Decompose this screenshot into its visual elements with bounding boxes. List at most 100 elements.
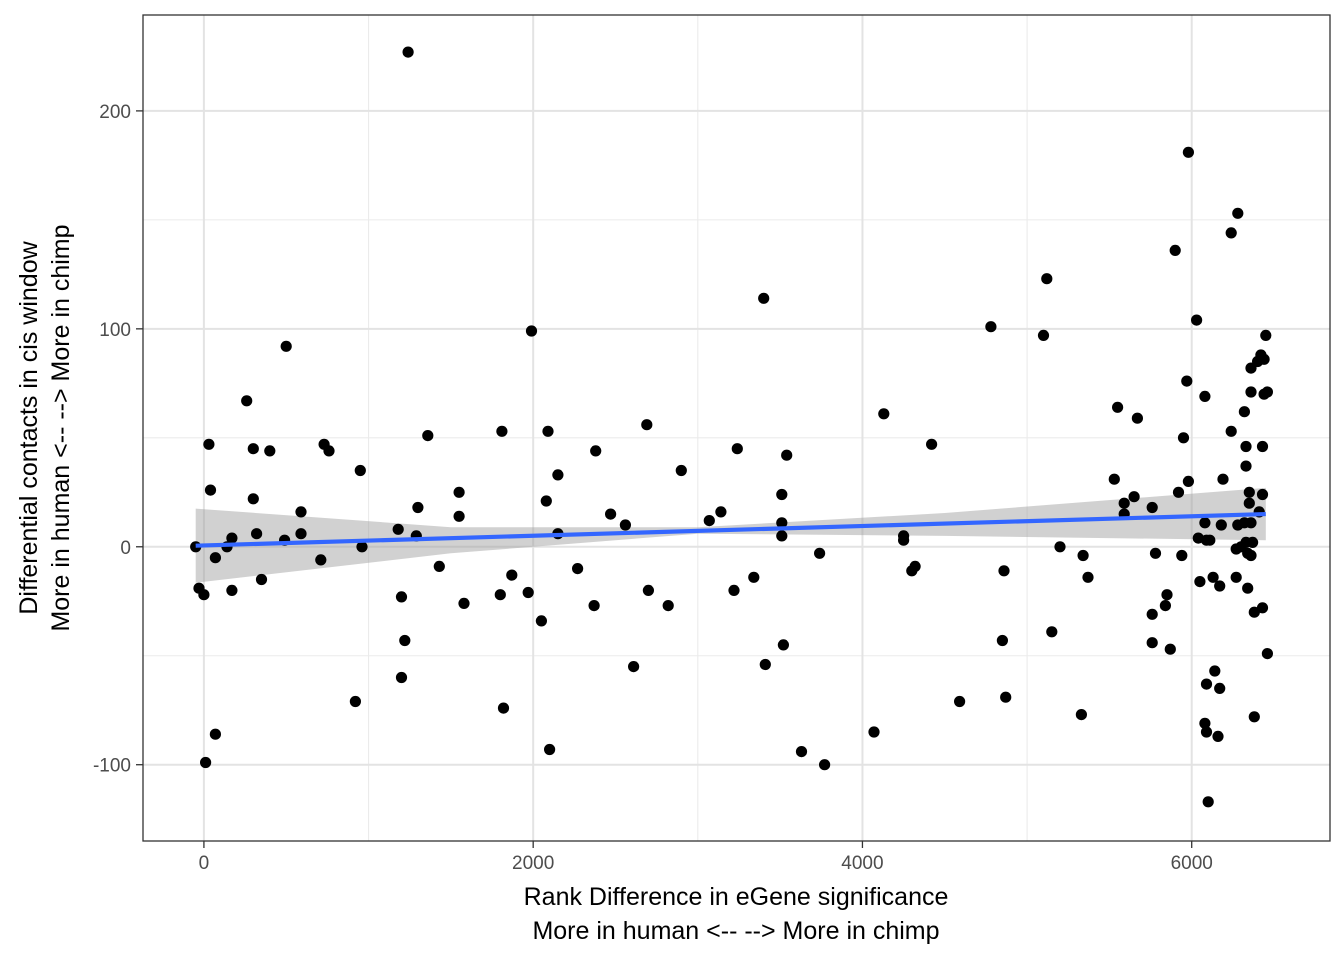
- data-point: [776, 517, 788, 529]
- plot-background: [143, 15, 1330, 841]
- data-point: [1215, 519, 1227, 531]
- y-tick-label: 200: [99, 102, 131, 123]
- y-tick-label: 100: [99, 320, 131, 341]
- data-point: [728, 584, 740, 597]
- data-point: [1214, 580, 1226, 592]
- data-point: [349, 695, 361, 708]
- data-point: [395, 671, 408, 684]
- data-point: [422, 430, 434, 442]
- data-point: [506, 569, 518, 581]
- data-point: [985, 321, 997, 333]
- data-point: [819, 759, 831, 771]
- data-point: [1199, 517, 1211, 529]
- data-point: [1240, 440, 1252, 453]
- data-point: [412, 501, 424, 514]
- data-point: [1077, 549, 1089, 562]
- data-point: [497, 702, 510, 714]
- trend-line-layer: [195, 511, 1266, 548]
- data-point: [906, 565, 918, 577]
- data-point: [1161, 589, 1173, 601]
- data-point: [525, 325, 538, 337]
- y-axis-tick-labels: -100 0 100 200: [93, 102, 131, 777]
- data-point: [226, 584, 238, 597]
- data-point: [703, 515, 715, 527]
- data-point: [1194, 576, 1206, 588]
- confidence-band: [195, 487, 1266, 583]
- data-point: [715, 506, 727, 518]
- data-point: [1177, 432, 1190, 444]
- data-point: [395, 591, 408, 603]
- data-point: [1240, 460, 1252, 472]
- major-gridlines: [143, 15, 1330, 841]
- data-point: [868, 726, 880, 738]
- data-point: [494, 589, 506, 601]
- data-point: [1256, 440, 1269, 453]
- data-point: [1245, 362, 1257, 374]
- data-point: [1209, 665, 1221, 677]
- data-point: [759, 658, 771, 671]
- data-point: [204, 484, 217, 496]
- confidence-band-layer: [195, 487, 1266, 583]
- y-axis-title-line-1: Differential contacts in cis window: [15, 240, 43, 614]
- data-point: [1256, 488, 1269, 501]
- data-point: [1108, 473, 1120, 485]
- data-point: [878, 408, 890, 420]
- data-point: [641, 419, 653, 431]
- data-point: [203, 438, 215, 450]
- data-point: [552, 469, 564, 481]
- x-tick-label: 2000: [512, 853, 554, 874]
- data-point: [1146, 608, 1158, 620]
- data-point: [996, 634, 1009, 647]
- y-tick-label: -100: [93, 756, 131, 777]
- data-point: [399, 634, 411, 647]
- data-point: [264, 445, 276, 457]
- data-point: [402, 46, 414, 58]
- data-point: [731, 443, 743, 455]
- data-point: [251, 528, 263, 540]
- data-point: [781, 449, 793, 461]
- data-point: [1164, 643, 1176, 655]
- data-point: [1245, 549, 1257, 562]
- data-point: [356, 541, 368, 553]
- data-point: [1200, 726, 1213, 738]
- data-point: [1238, 406, 1250, 418]
- data-point: [1082, 571, 1094, 583]
- minor-gridlines: [143, 15, 1330, 841]
- data-point: [295, 528, 307, 540]
- data-point: [226, 532, 238, 544]
- x-tick-label: 4000: [841, 853, 883, 874]
- data-point: [605, 508, 617, 520]
- x-tick-label: 0: [199, 853, 210, 874]
- data-point: [1202, 796, 1214, 808]
- x-axis-ticks: [203, 841, 1193, 848]
- data-point: [776, 530, 788, 542]
- data-point: [1248, 606, 1260, 618]
- data-point: [1230, 571, 1242, 583]
- data-point: [1256, 602, 1269, 614]
- data-point: [1181, 375, 1193, 387]
- data-point: [1172, 486, 1185, 498]
- data-point: [1255, 349, 1267, 361]
- data-point: [1149, 547, 1162, 559]
- data-point: [241, 395, 253, 407]
- data-point: [1128, 491, 1140, 503]
- data-point: [295, 506, 307, 518]
- data-point: [1191, 314, 1203, 326]
- data-point: [1159, 600, 1171, 612]
- data-point: [1182, 146, 1194, 158]
- y-tick-label: 0: [120, 538, 131, 559]
- data-point: [1225, 425, 1237, 437]
- data-point: [814, 547, 826, 559]
- data-point: [1182, 475, 1194, 487]
- x-axis-title-line-2: More in human <-- --> More in chimp: [532, 917, 939, 945]
- data-point: [200, 756, 212, 769]
- data-point: [1037, 329, 1050, 341]
- data-point: [209, 552, 221, 564]
- data-point: [255, 573, 268, 586]
- x-tick-label: 6000: [1171, 853, 1213, 874]
- data-point: [1000, 691, 1012, 703]
- data-point: [198, 589, 210, 601]
- data-point: [433, 560, 445, 573]
- data-point: [1199, 717, 1211, 729]
